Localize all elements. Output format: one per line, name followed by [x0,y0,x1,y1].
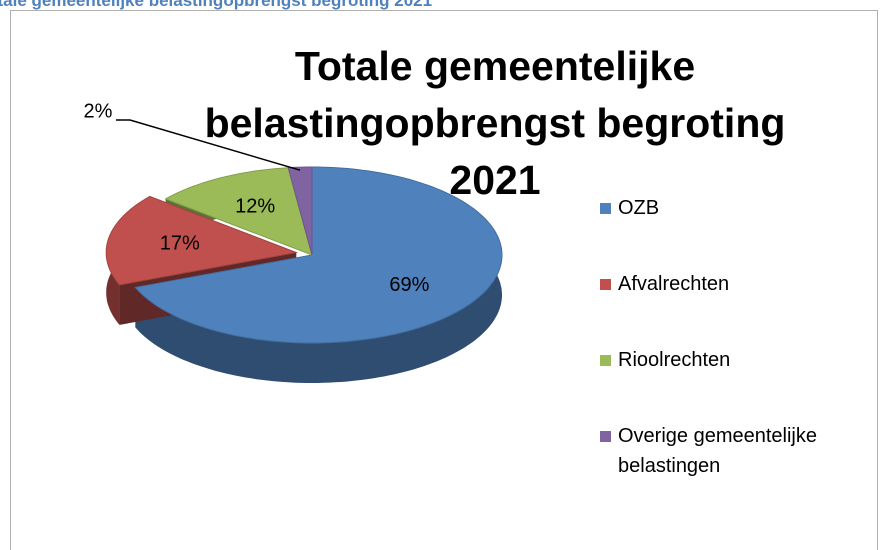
slice [164,167,313,256]
legend-label: OZB [618,197,660,219]
legend-swatch [600,431,611,442]
data-label: 69% [389,274,429,296]
slice [134,166,503,344]
legend-label: Overige gemeentelijke belastingen [618,425,817,477]
data-label: 12% [235,195,275,217]
legend-label: Afvalrechten [618,273,730,295]
data-label: 17% [160,232,200,254]
chart-title: Totale gemeentelijke belastingopbrengst … [204,43,786,203]
slice [105,195,299,286]
leader-line [116,119,301,171]
caption: Totale gemeentelijke belastingopbrengst … [0,0,433,10]
data-label: 2% [84,100,113,122]
legend-label: Rioolrechten [618,349,731,371]
legend-swatch [600,355,611,366]
legend-swatch [600,203,611,214]
chart-frame [10,10,878,550]
legend-swatch [600,279,611,290]
